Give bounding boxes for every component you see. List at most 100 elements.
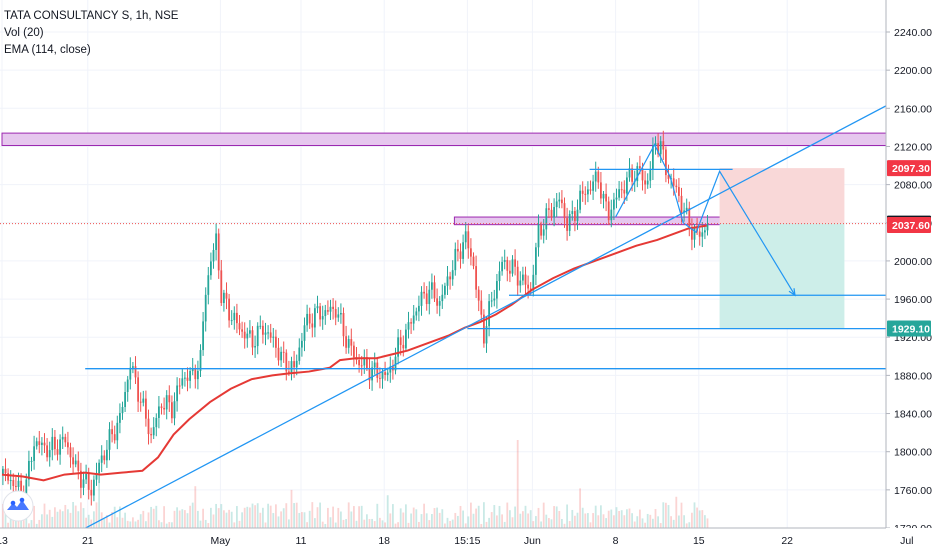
volume-bar — [67, 509, 69, 528]
price-tag[interactable] — [887, 217, 931, 234]
volume-bar — [652, 518, 654, 528]
candle-body — [529, 288, 532, 291]
candle-body — [558, 199, 561, 202]
volume-bar — [282, 508, 285, 528]
volume-bar — [321, 521, 324, 528]
volume-bar — [74, 505, 77, 528]
volume-bar — [548, 518, 550, 528]
time-axis[interactable] — [0, 528, 932, 550]
candle-body — [74, 460, 77, 465]
candle-body — [51, 436, 54, 451]
candle-body — [100, 455, 103, 463]
volume-bar — [134, 521, 137, 528]
price-tag[interactable] — [887, 160, 931, 177]
price-tick-label: 2000.00 — [894, 256, 932, 268]
volume-bar — [693, 502, 696, 528]
candle-body — [228, 298, 230, 321]
candle-body — [347, 339, 350, 348]
volume-bar — [516, 440, 519, 528]
volume-bar — [581, 507, 584, 528]
volume-bar — [360, 505, 363, 528]
candle-body — [431, 282, 433, 290]
volume-bar — [56, 511, 59, 528]
candle-body — [636, 166, 639, 182]
candle-body — [602, 193, 605, 199]
volume-bar — [306, 522, 308, 528]
volume-bar — [215, 503, 217, 528]
volume-bar — [87, 514, 90, 528]
candle-body — [368, 368, 371, 381]
candle-body — [33, 446, 35, 461]
candle-body — [121, 407, 124, 414]
candle-body — [464, 231, 467, 243]
position-stop-area[interactable] — [719, 168, 845, 224]
candle-body — [256, 325, 259, 347]
candle-body — [293, 361, 295, 368]
candle-body — [334, 309, 337, 318]
candle-body — [496, 281, 498, 299]
candle-body — [223, 292, 225, 304]
candle-body — [704, 230, 706, 233]
candle-body — [589, 189, 592, 191]
volume-bar — [483, 502, 485, 528]
time-tick-label: Jul — [900, 535, 913, 547]
candle-body — [415, 311, 418, 316]
candle-body — [467, 231, 470, 249]
pattern-zigzag[interactable] — [615, 143, 796, 296]
candle-body — [652, 146, 654, 170]
legend-symbol-title[interactable]: TATA CONSULTANCY S, 1h, NSE — [4, 10, 179, 22]
price-tick-label: 1960.00 — [894, 294, 932, 306]
ascending-trendline[interactable] — [74, 70, 932, 535]
price-tick-label: 1760.00 — [894, 485, 932, 497]
volume-bar — [191, 502, 194, 528]
volume-bar — [431, 514, 433, 528]
candle-body — [472, 256, 475, 267]
candle-body — [607, 201, 610, 221]
candle-body — [280, 351, 282, 361]
volume-bar — [33, 505, 35, 528]
candle-body — [386, 372, 389, 375]
volume-bar — [280, 511, 282, 528]
candle-body — [87, 473, 90, 490]
resistance-zone[interactable] — [1, 132, 932, 147]
volume-bar — [28, 523, 30, 528]
volume-bar — [394, 523, 397, 528]
candle-body — [610, 209, 613, 221]
volume-bar — [392, 504, 394, 528]
candle-body — [628, 168, 631, 178]
volume-bar — [35, 523, 38, 528]
volume-bar — [314, 518, 316, 528]
time-tick-label: 11 — [296, 535, 307, 547]
candle-body — [319, 306, 321, 320]
candle-body — [425, 293, 428, 305]
price-tag[interactable] — [887, 320, 931, 337]
volume-bar — [353, 506, 355, 528]
volume-bar — [415, 509, 418, 528]
candle-body — [384, 372, 386, 375]
candle-body — [615, 197, 618, 200]
candle-body — [191, 368, 194, 372]
volume-bar — [501, 514, 503, 528]
candle-body — [537, 224, 540, 248]
candle-body — [516, 266, 519, 286]
volume-bar — [46, 514, 48, 528]
candle-body — [168, 395, 171, 403]
legend-volume-indicator[interactable]: Vol (20) — [4, 27, 44, 39]
price-axis[interactable] — [886, 0, 932, 550]
candle-body — [337, 314, 340, 318]
candle-body — [269, 332, 272, 338]
candle-body — [545, 208, 548, 230]
volume-bar — [316, 507, 319, 528]
legend-ema-indicator[interactable]: EMA (114, close) — [4, 44, 91, 56]
volume-bar — [342, 519, 345, 528]
position-target-area[interactable] — [719, 223, 845, 329]
volume-bar — [457, 515, 459, 528]
candle-body — [251, 330, 254, 348]
candle-body — [563, 203, 566, 219]
candle-body — [527, 284, 529, 289]
candle-body — [145, 398, 147, 419]
price-tick-label: 1880.00 — [894, 370, 932, 382]
candle-body — [264, 332, 267, 335]
